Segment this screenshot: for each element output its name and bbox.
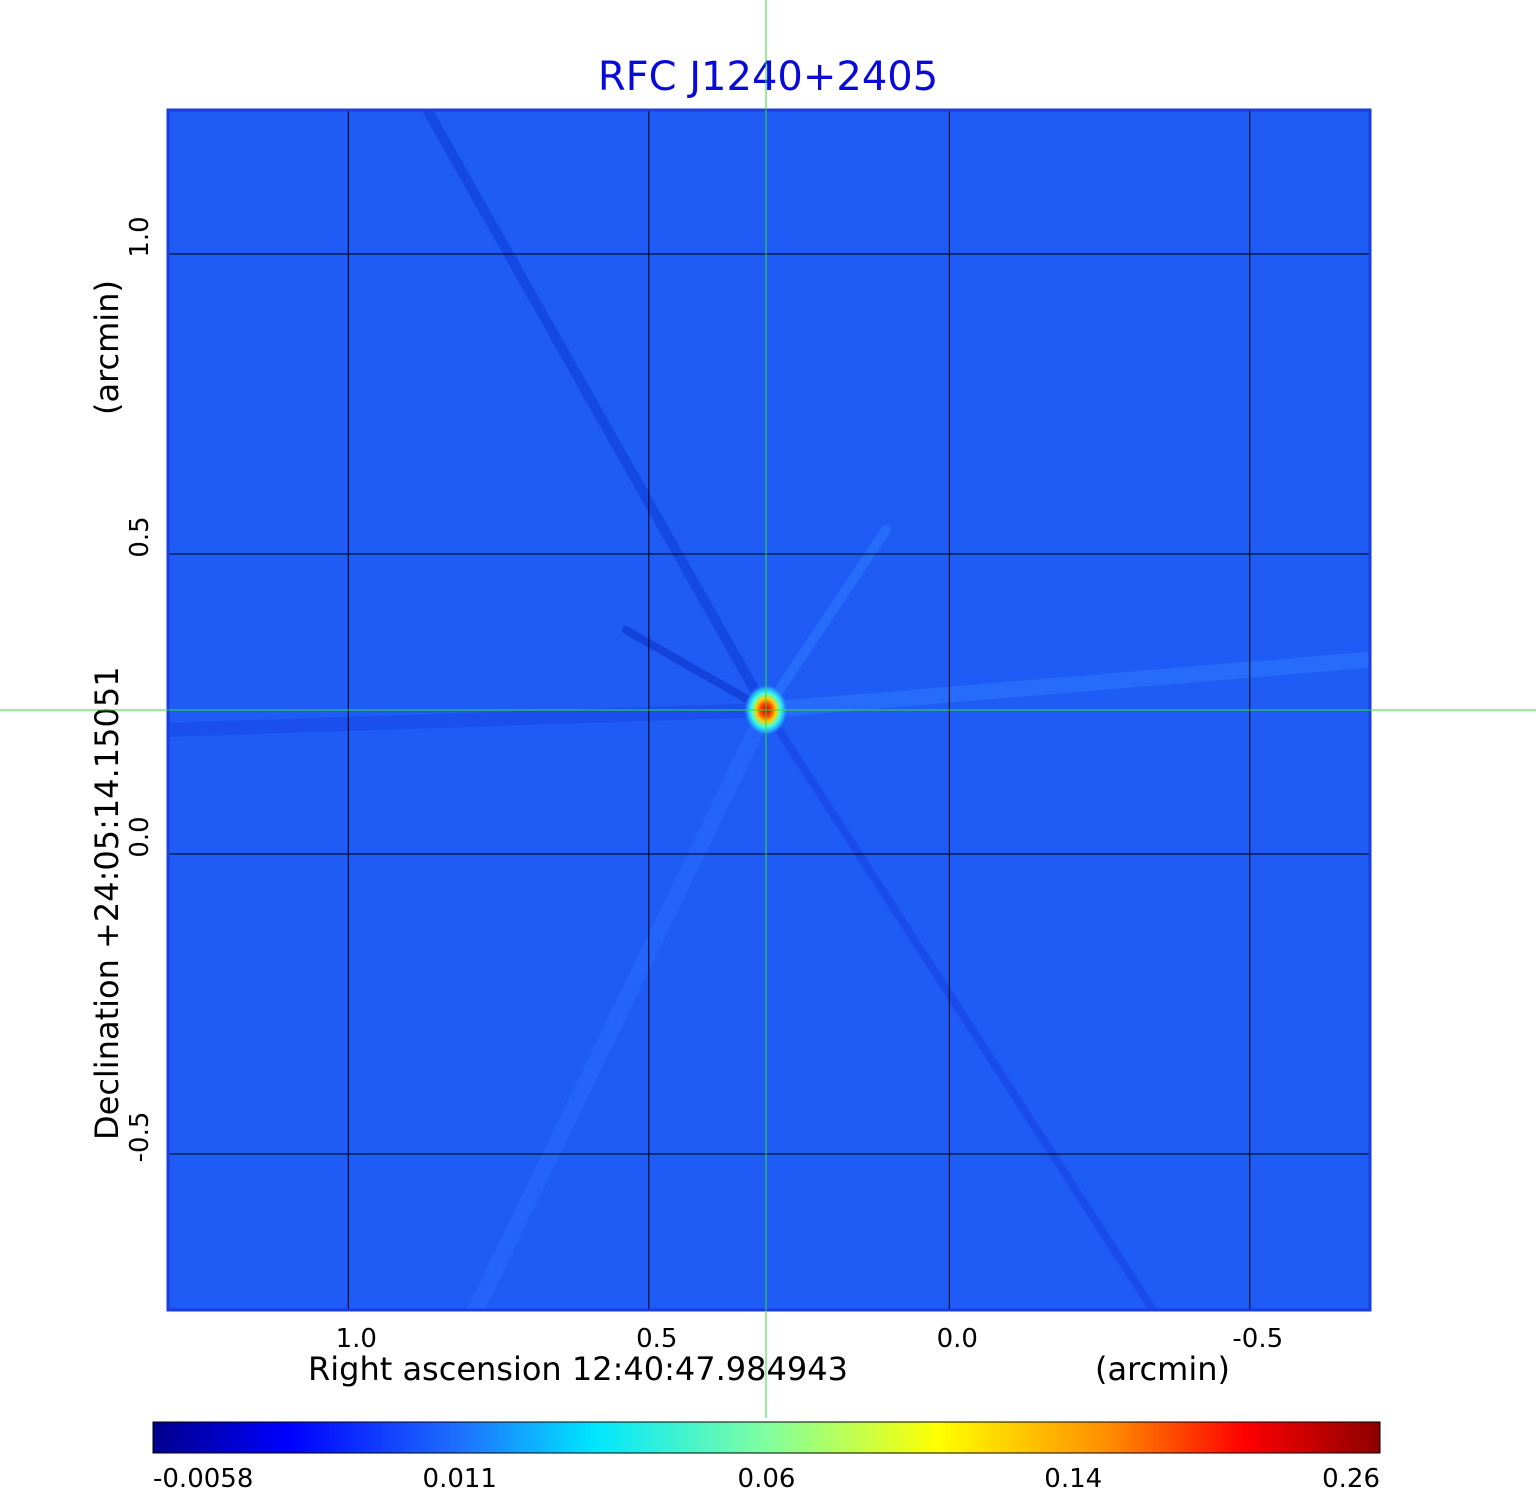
y-tick-label: -0.5 [125, 1112, 155, 1163]
sidelobe-streak-5 [760, 525, 891, 715]
y-tick-labels: 1.0 0.5 0.0 -0.5 [125, 216, 155, 1162]
x-axis-unit: (arcmin) [1095, 1350, 1230, 1388]
colorbar-tick-label: 0.26 [1322, 1464, 1380, 1494]
sidelobe-streak-2 [168, 703, 773, 737]
sidelobe-streak-0 [421, 110, 771, 715]
x-tick-labels: 1.0 0.5 0.0 -0.5 [336, 1324, 1284, 1354]
sidelobe-streak-6 [621, 626, 770, 714]
sidelobe-streak-4 [466, 702, 774, 1310]
colorbar-tick-label: 0.06 [738, 1464, 796, 1494]
sidelobe-streak-3 [757, 652, 1370, 718]
y-tick-label: 0.5 [125, 516, 155, 557]
x-axis-label: Right ascension 12:40:47.984943 [308, 1350, 848, 1388]
colorbar-tick-label: -0.0058 [153, 1464, 253, 1494]
y-tick-label: 1.0 [125, 216, 155, 257]
y-axis-label: Declination +24:05:14.15051 [88, 666, 126, 1140]
colorbar: -0.0058 0.011 0.06 0.14 0.26 [152, 1421, 1381, 1494]
y-tick-label: 0.0 [125, 816, 155, 857]
crosshair [0, 0, 1536, 1418]
sidelobe-streak-1 [761, 706, 1158, 1310]
colorbar-gradient [152, 1421, 1381, 1454]
x-tick-label: 0.5 [636, 1324, 677, 1354]
chart-title: RFC J1240+2405 [598, 54, 938, 100]
colorbar-tick-labels: -0.0058 0.011 0.06 0.14 0.26 [153, 1464, 1380, 1494]
colorbar-tick-label: 0.14 [1044, 1464, 1102, 1494]
sidelobe-artifacts [168, 110, 1370, 1310]
x-tick-label: -0.5 [1232, 1324, 1283, 1354]
x-tick-label: 1.0 [336, 1324, 377, 1354]
y-axis-unit: (arcmin) [88, 280, 126, 415]
x-tick-label: 0.0 [937, 1324, 978, 1354]
colorbar-tick-label: 0.011 [423, 1464, 497, 1494]
